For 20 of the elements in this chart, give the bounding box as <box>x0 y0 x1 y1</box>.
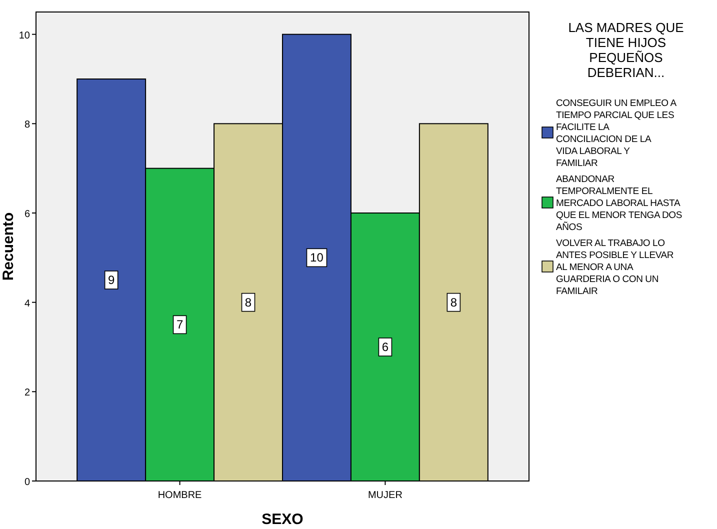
y-tick-label: 0 <box>24 477 30 488</box>
x-tick-label: HOMBRE <box>158 490 202 501</box>
data-label: 6 <box>382 340 389 354</box>
y-tick-label: 4 <box>24 298 30 310</box>
legend-label: ABANDONAR TEMPORALMENTE EL MERCADO LABORAL HASTA QUE EL MENOR TENGA DOS AÑOS <box>556 174 682 233</box>
legend-label: VOLVER AL TRABAJO LO ANTES POSIBLE Y LLEVAR AL MENOR A UNA GUARDERIA O CON UN FAMILAIR <box>556 238 674 297</box>
data-label: 10 <box>310 250 324 265</box>
data-label: 8 <box>244 295 252 310</box>
data-label: 7 <box>176 318 184 332</box>
x-tick-label: MUJER <box>368 490 402 501</box>
legend-label: CONSEGUIR UN EMPLEO A TIEMPO PARCIAL QUE LES FACILITE LA CONCILIACION DE LA VIDA LABORAL Y FAMILIAR <box>556 98 678 169</box>
x-axis-title: SEXO <box>262 511 304 528</box>
data-label: 9 <box>108 273 115 287</box>
y-tick-label: 10 <box>18 30 30 42</box>
y-tick-label: 8 <box>24 120 30 131</box>
y-axis-title: Recuento <box>0 212 17 281</box>
data-label: 8 <box>450 295 458 310</box>
y-tick-label: 2 <box>24 388 30 399</box>
legend-title: LAS MADRES QUE TIENE HIJOS PEQUEÑOS DEBERIAN... <box>568 20 684 80</box>
y-tick-label: 6 <box>24 209 30 220</box>
